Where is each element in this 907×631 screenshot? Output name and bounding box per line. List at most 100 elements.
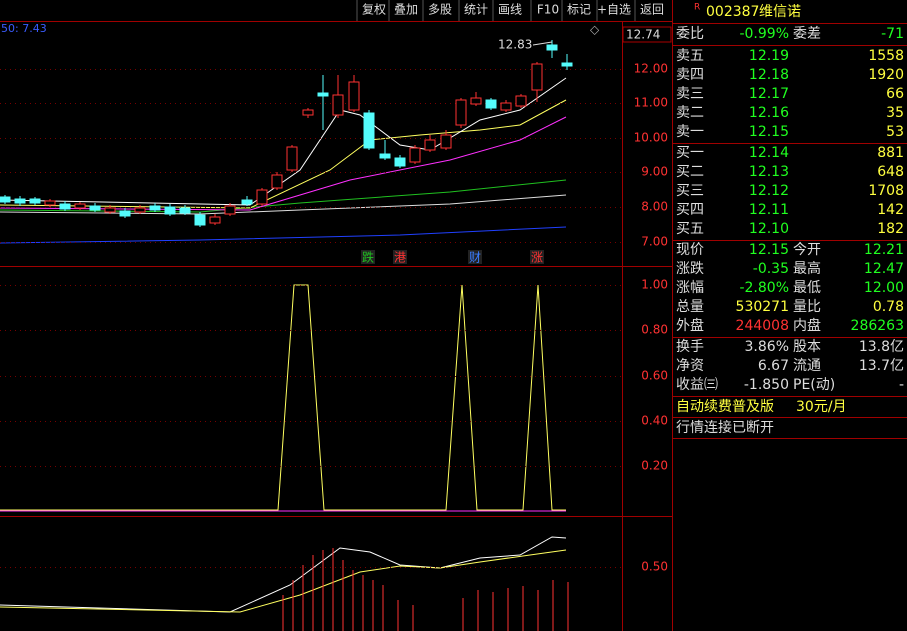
candle-body [500,102,512,111]
row-label: 卖二 [676,105,704,121]
candle-body [409,147,421,163]
candle-body [440,134,452,149]
row-label: 买三 [676,183,704,199]
last-price-box [622,26,672,43]
row-value: - [899,377,904,393]
signal-line [0,284,566,511]
high-pointer [532,41,553,46]
row-label: 量比 [793,299,821,315]
event-marker: 财 [469,251,481,265]
toolbar-button[interactable]: 画线 [498,3,522,17]
row-label: 涨幅 [676,280,704,296]
row-label: 现价 [676,242,704,258]
row-value: 12.19 [749,48,789,64]
row-value: 648 [877,164,904,180]
row-label: 流通 [793,358,821,374]
row-label: 换手 [676,338,704,355]
candle-body [74,203,86,209]
row-value: 530271 [736,299,789,315]
promo: 自动续费普及版 [676,398,774,415]
row-label: 总量 [676,299,704,315]
candle-body [515,95,527,107]
candle-body [561,62,573,67]
candle-body [271,174,283,189]
row-value: 142 [877,202,904,218]
toolbar-button[interactable]: 返回 [640,3,664,17]
signal-tick: 0.40 [641,414,668,428]
toolbar-button[interactable]: +自选 [597,3,631,17]
price-plan: 30元/月 [796,399,847,415]
lower-tick: 0.50 [641,560,668,574]
price-tick: 9.00 [641,165,668,179]
price-tick: 10.00 [634,131,668,145]
row-value: 35 [886,105,904,121]
candle-body [119,210,131,217]
toolbar-button[interactable]: 叠加 [394,3,418,17]
candle-body [302,109,314,116]
candle-body [379,153,391,159]
candle-body [241,199,253,205]
diamond: ◇ [590,23,600,37]
row-label: 卖一 [676,124,704,140]
candle-body [179,207,191,214]
row-label: 外盘 [676,317,704,334]
toolbar-button[interactable]: 复权 [362,3,386,17]
event-marker: 跌 [362,250,374,265]
row-label: PE(动) [793,377,835,393]
row-value: 6.67 [758,358,789,374]
row-label: 买四 [676,202,704,218]
row-value: 1920 [868,67,904,83]
row-value: 12.17 [749,86,789,102]
row-value: 286263 [851,318,904,334]
row-value: 12.15 [749,124,789,140]
row-label: 卖四 [676,67,704,83]
row-value: -1.850 [744,377,789,393]
row-value: 12.14 [749,145,789,161]
signal-tick: 0.60 [641,369,668,383]
candle-body [455,99,467,126]
row-value: 12.00 [864,280,904,296]
row-value: 12.47 [864,261,904,277]
candle-body [29,198,41,204]
candle-body [470,97,482,105]
last-price: 12.74 [626,28,660,42]
candle-body [59,203,71,210]
lower-lines [0,536,567,613]
row-label: 涨跌 [676,261,704,277]
candle-body [317,92,329,97]
toolbar-button[interactable]: F10 [537,3,559,17]
row-label: 股本 [793,339,821,355]
candle-body [485,99,497,109]
candle-body [14,198,26,204]
row-value: -0.35 [753,261,789,277]
row-value: 12.21 [864,242,904,258]
row-label: 卖三 [676,86,704,102]
row-value: 182 [877,221,904,237]
candle-body [104,207,116,213]
row-label: 净资 [676,358,704,374]
toolbar-button[interactable]: 统计 [464,3,488,17]
signal-tick: 1.00 [641,278,668,292]
row-value: 1558 [868,48,904,64]
row-label: 委比 [676,26,704,42]
row-label: 今开 [793,242,821,258]
marker-box [393,250,407,264]
event-marker: 涨 [531,250,543,265]
event-marker: 港 [394,251,406,265]
candle-body [348,81,360,111]
candle-body [256,189,268,205]
row-value: 12.13 [749,164,789,180]
marker-box [468,250,482,264]
candle-body [394,157,406,167]
stock-name: 维信诺 [759,4,801,20]
row-label: 内盘 [793,317,821,334]
toolbar-button[interactable]: 标记 [567,3,591,17]
status: 行情连接已断开 [676,419,774,436]
row-label: 收益㈢ [676,377,718,393]
marker-box [361,250,375,264]
toolbar-button[interactable]: 多股 [428,3,452,17]
row-label: 最低 [793,280,821,296]
candle-body [546,44,558,51]
signal-tick: 0.80 [641,323,668,337]
candle-body [286,146,298,171]
